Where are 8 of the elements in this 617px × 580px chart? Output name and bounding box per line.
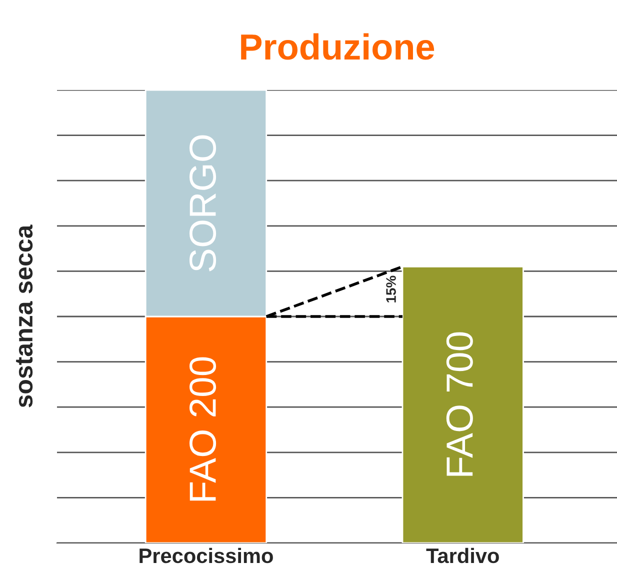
x-tick-label: Tardivo bbox=[426, 548, 499, 564]
chart-title: Produzione bbox=[241, 33, 434, 60]
x-tick-label: Precocissimo bbox=[140, 548, 273, 564]
y-axis-title: sostanza secca bbox=[16, 224, 33, 408]
series-label: FAO 700 bbox=[446, 332, 473, 476]
annotation: 15% bbox=[386, 276, 396, 302]
series-label: FAO 200 bbox=[190, 357, 216, 501]
series-label: SORGO bbox=[190, 135, 216, 272]
